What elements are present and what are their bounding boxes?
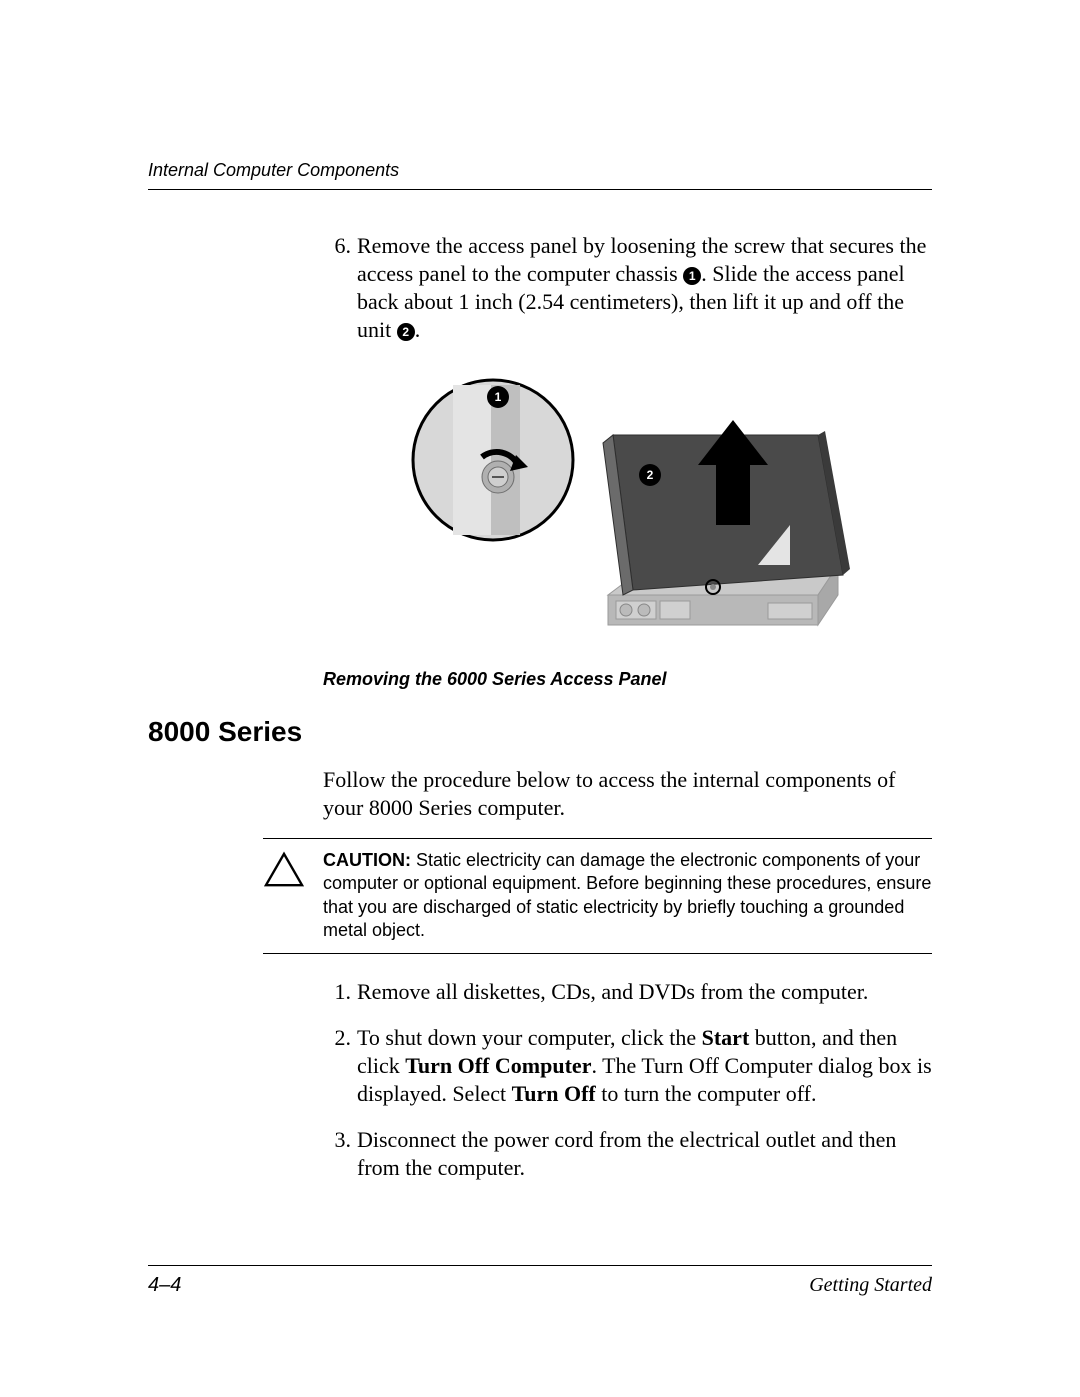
step-text: Remove all diskettes, CDs, and DVDs from… — [357, 978, 932, 1006]
callout-marker-1: 1 — [683, 267, 701, 285]
svg-text:1: 1 — [494, 390, 501, 404]
step-number: 6. — [323, 232, 351, 345]
step-1: 1. Remove all diskettes, CDs, and DVDs f… — [323, 978, 932, 1006]
step-6: 6. Remove the access panel by loosening … — [323, 232, 932, 345]
caution-triangle-icon — [263, 851, 305, 889]
computer-chassis — [603, 420, 850, 625]
step-text: Remove the access panel by loosening the… — [357, 232, 932, 345]
s2-start-bold: Start — [702, 1025, 750, 1050]
step6-text-c: . — [415, 317, 421, 342]
access-panel-illustration: 1 — [398, 365, 858, 655]
footer-row: 4–4 Getting Started — [148, 1274, 932, 1297]
caution-body: Static electricity can damage the electr… — [323, 850, 931, 940]
caution-text: CAUTION: Static electricity can damage t… — [323, 849, 932, 943]
section-heading-8000-series: 8000 Series — [148, 716, 932, 748]
s2-turnoffcomputer-bold: Turn Off Computer — [405, 1053, 591, 1078]
step-3: 3. Disconnect the power cord from the el… — [323, 1126, 932, 1182]
header-rule — [148, 189, 932, 190]
section-body: Follow the procedure below to access the… — [323, 766, 932, 1183]
content-column: 6. Remove the access panel by loosening … — [323, 232, 932, 690]
step-text: Disconnect the power cord from the elect… — [357, 1126, 932, 1182]
figure-caption: Removing the 6000 Series Access Panel — [323, 669, 932, 690]
footer-rule — [148, 1265, 932, 1266]
step-number: 2. — [323, 1024, 351, 1108]
svg-text:2: 2 — [646, 468, 653, 482]
step-2: 2. To shut down your computer, click the… — [323, 1024, 932, 1108]
s2-turnoff-bold: Turn Off — [512, 1081, 596, 1106]
callout-badge-2: 2 — [639, 464, 661, 486]
callout-marker-2: 2 — [397, 323, 415, 341]
step-number: 1. — [323, 978, 351, 1006]
footer-doc-title: Getting Started — [809, 1274, 932, 1297]
callout-badge-1: 1 — [487, 386, 509, 408]
running-header: Internal Computer Components — [148, 160, 932, 181]
section-intro: Follow the procedure below to access the… — [323, 766, 932, 822]
s2-d: to turn the computer off. — [596, 1081, 817, 1106]
document-page: Internal Computer Components 6. Remove t… — [0, 0, 1080, 1397]
step-number: 3. — [323, 1126, 351, 1182]
page-number: 4–4 — [148, 1274, 181, 1297]
s2-a: To shut down your computer, click the — [357, 1025, 702, 1050]
figure-remove-access-panel: 1 — [323, 365, 932, 690]
page-footer: 4–4 Getting Started — [148, 1265, 932, 1297]
step-text: To shut down your computer, click the St… — [357, 1024, 932, 1108]
caution-label: CAUTION: — [323, 850, 411, 870]
caution-block: CAUTION: Static electricity can damage t… — [263, 838, 932, 954]
